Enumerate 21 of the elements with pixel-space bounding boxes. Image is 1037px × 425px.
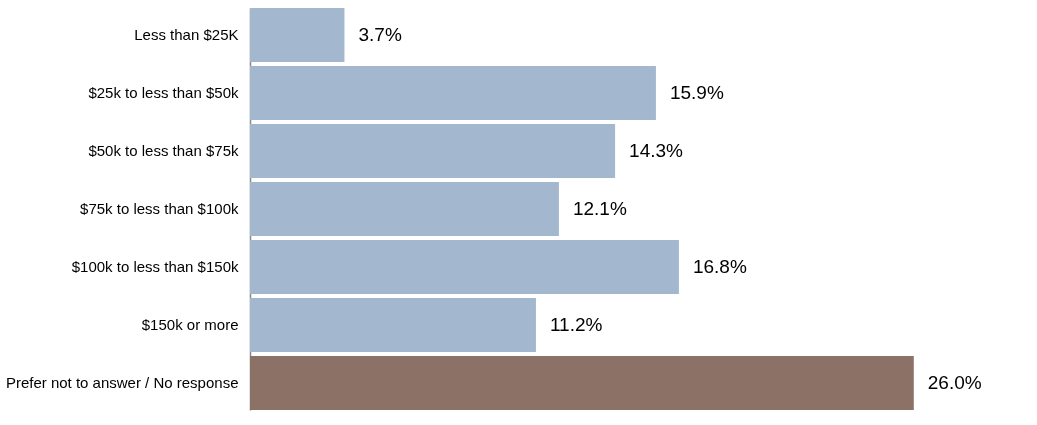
y-tick-label: $50k to less than $75k xyxy=(88,141,239,159)
data-label: 3.7% xyxy=(358,23,402,45)
data-label: 11.2% xyxy=(549,314,603,336)
y-tick-label: $25k to less than $50k xyxy=(88,83,239,101)
data-label: 26.0% xyxy=(927,372,982,394)
data-label: 16.8% xyxy=(692,256,747,278)
y-tick-label: $100k to less than $150k xyxy=(71,258,239,276)
bar xyxy=(250,356,914,410)
bar xyxy=(250,298,536,352)
bar xyxy=(250,182,559,236)
y-tick-label: $150k or more xyxy=(141,316,239,334)
bar xyxy=(250,240,679,294)
bar xyxy=(250,66,656,120)
data-label: 12.1% xyxy=(572,198,627,219)
bar xyxy=(250,8,345,62)
bar xyxy=(250,124,616,178)
y-tick-label: Prefer not to answer / No response xyxy=(5,374,239,392)
y-tick-label: Less than $25K xyxy=(134,25,239,43)
data-label: 14.3% xyxy=(629,139,684,161)
y-tick-label: $75k to less than $100k xyxy=(80,200,239,217)
data-label: 15.9% xyxy=(669,81,724,103)
